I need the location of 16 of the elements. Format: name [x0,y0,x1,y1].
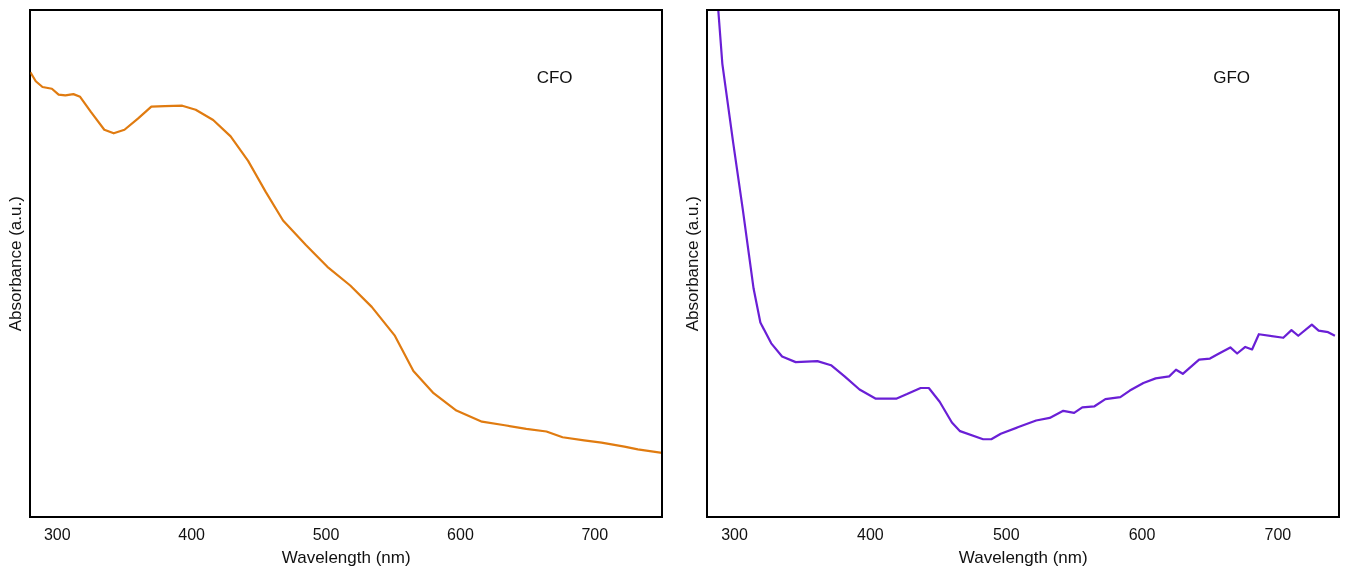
x-tick-label: 700 [581,526,609,544]
x-axis-title: Wavelength (nm) [958,548,1088,568]
annotation: GFO [1213,67,1251,87]
x-axis-title: Wavelength (nm) [281,548,411,568]
y-axis-title: Absorbance (a.u.) [5,196,25,332]
x-tick-label: 600 [447,526,474,544]
y-axis-title: Absorbance (a.u.) [682,196,702,332]
x-tick-label: 300 [721,526,749,544]
annotation: CFO [536,67,573,87]
x-tick-label: 600 [1128,526,1156,544]
x-tick-label: 700 [1264,526,1292,544]
x-tick-label: 300 [43,526,71,544]
x-tick-label: 500 [992,526,1020,544]
x-tick-label: 400 [178,526,206,544]
x-tick-label: 400 [857,526,884,544]
x-tick-label: 500 [312,526,340,544]
